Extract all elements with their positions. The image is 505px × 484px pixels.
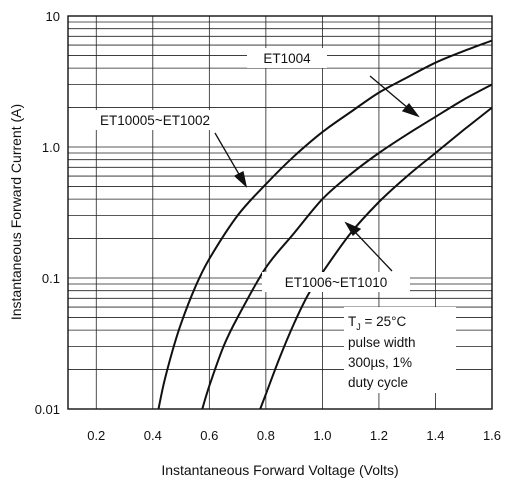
y-tick-label-1: 0.1 [42, 271, 60, 286]
y-tick-label-2: 1.0 [42, 140, 60, 155]
x-axis-title: Instantaneous Forward Voltage (Volts) [161, 462, 398, 478]
label-et1004: ET1004 [247, 48, 327, 68]
label-et1006-et1010: ET1006~ET1010 [262, 272, 410, 292]
label-arrows [214, 75, 420, 272]
x-tick-label-4: 1.0 [313, 428, 331, 443]
test-conditions: TJ = 25°C pulse width 300µs, 1% duty cyc… [344, 307, 456, 393]
x-tick-label-0: 0.2 [87, 428, 105, 443]
y-tick-label-0: 0.01 [35, 402, 60, 417]
series-line-2 [259, 106, 493, 410]
svg-text:ET10005~ET1002: ET10005~ET1002 [100, 113, 210, 128]
condition-pulse-duration: 300µs, 1% [348, 355, 412, 370]
x-tick-label-1: 0.4 [144, 428, 162, 443]
svg-text:ET1006~ET1010: ET1006~ET1010 [285, 275, 387, 290]
series-line-1 [201, 83, 493, 410]
curves [157, 39, 493, 410]
x-tick-label-5: 1.2 [370, 428, 388, 443]
label-et10005-et1002: ET10005~ET1002 [76, 110, 234, 130]
arrow-et10005-et1002 [214, 132, 248, 188]
svg-text:ET1004: ET1004 [263, 51, 311, 66]
y-tick-label-3: 10 [46, 9, 60, 24]
arrow-et1006-et1010 [344, 221, 393, 272]
x-tick-label-3: 0.8 [257, 428, 275, 443]
series-line-0 [157, 39, 493, 410]
arrow-et1004 [369, 75, 420, 118]
y-axis-title: Instantaneous Forward Current (A) [8, 104, 24, 320]
x-tick-label-7: 1.6 [483, 428, 501, 443]
condition-pulse-width: pulse width [348, 335, 416, 350]
condition-temperature: TJ = 25°C [348, 314, 407, 332]
x-tick-label-6: 1.4 [426, 428, 444, 443]
tick-labels: 0.2 0.4 0.6 0.8 1.0 1.2 1.4 1.6 0.01 0.1 1.0 10 [35, 9, 501, 443]
condition-duty-cycle: duty cycle [348, 375, 408, 390]
x-tick-label-2: 0.6 [200, 428, 218, 443]
plot-frame [67, 15, 493, 410]
